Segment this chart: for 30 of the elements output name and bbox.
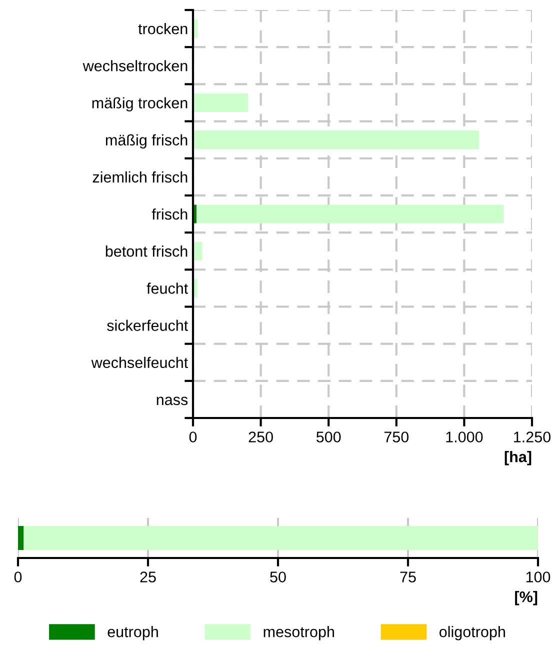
x-tick-label: 1.250	[514, 432, 551, 442]
y-tick-label: trocken	[138, 23, 188, 34]
y-tick-label: wechseltrocken	[82, 60, 188, 72]
x-tick-label: 750	[384, 432, 409, 442]
y-tick-label: mäßig trocken	[92, 97, 188, 112]
x-tick-label: 100	[526, 572, 550, 582]
x-tick-label: 0	[189, 432, 197, 442]
y-tick-label: betont frisch	[106, 246, 188, 257]
x-axis-title: [ha]	[504, 450, 532, 466]
y-tick-label: sickerfeucht	[107, 320, 188, 331]
x-tick-label: 250	[248, 432, 273, 442]
x-tick-label: 500	[316, 432, 341, 442]
y-tick-label: feucht	[146, 282, 188, 294]
x-tick-label: 25	[140, 572, 156, 582]
y-tick-label: nass	[156, 396, 188, 406]
legend-label: eutroph	[108, 626, 158, 640]
y-tick-label: mäßig frisch	[106, 134, 188, 149]
x-tick-label: 75	[400, 572, 416, 582]
y-tick-label: frisch	[152, 208, 188, 220]
bar	[193, 93, 248, 112]
x-axis-title: [%]	[515, 590, 538, 606]
legend-label: mesotroph	[264, 626, 334, 640]
bar	[196, 204, 504, 224]
bar	[193, 130, 480, 150]
y-tick-label: ziemlich frisch	[92, 171, 188, 183]
x-tick-label: 0	[14, 572, 22, 582]
x-tick-label: 50	[270, 572, 286, 582]
legend-label: oligotroph	[440, 626, 505, 640]
y-tick-label: wechselfeucht	[91, 356, 188, 368]
x-tick-label: 1.000	[446, 432, 483, 442]
